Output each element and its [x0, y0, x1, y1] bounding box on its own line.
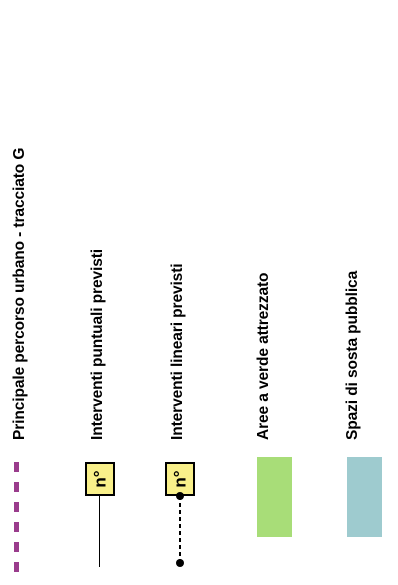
- dashed-route-line-icon: [14, 462, 19, 572]
- parking-area-swatch-icon: [347, 457, 382, 537]
- point-marker-stem: [99, 496, 100, 567]
- legend-label-puntuali: Interventi puntuali previsti: [89, 249, 106, 440]
- legend-label-percorso: Principale percorso urbano - tracciato G: [11, 147, 28, 440]
- point-marker-text: n°: [90, 470, 110, 488]
- point-marker-icon: n°: [85, 462, 115, 496]
- linear-marker-text: n°: [170, 470, 190, 488]
- linear-marker-icon: n°: [165, 462, 195, 496]
- legend-label-lineari: Interventi lineari previsti: [169, 263, 186, 440]
- legend-label-verde: Aree a verde attrezzato: [255, 272, 272, 440]
- linear-marker-dashed-stem: [179, 496, 181, 562]
- linear-marker-end-dot: [176, 559, 184, 567]
- legend-label-sosta: Spazi di sosta pubblica: [344, 270, 361, 440]
- green-area-swatch-icon: [257, 457, 292, 537]
